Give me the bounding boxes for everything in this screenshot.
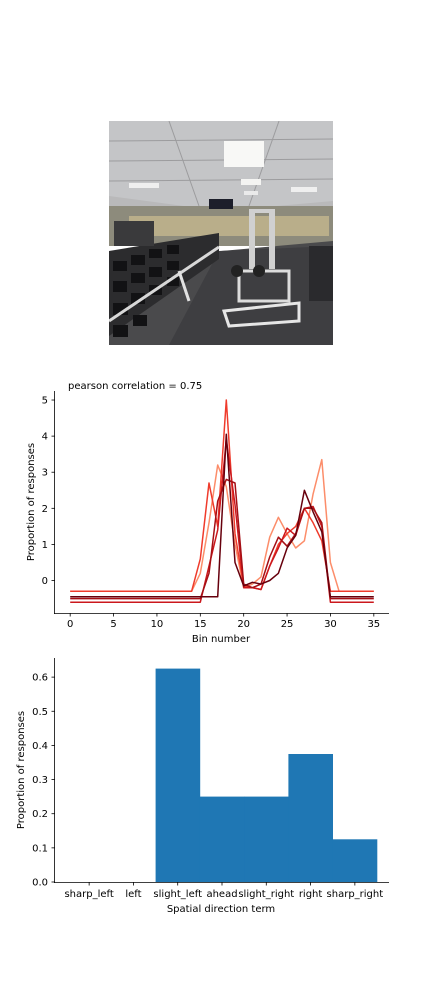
x-tick-label: 5 bbox=[110, 619, 116, 630]
bar-sharp_right bbox=[332, 839, 378, 882]
x-tick-label: 10 bbox=[151, 619, 164, 630]
category-label: slight_right bbox=[238, 889, 294, 900]
x-tick-label: 30 bbox=[324, 619, 337, 630]
category-label: slight_left bbox=[153, 889, 202, 900]
y-tick-label: 2 bbox=[42, 504, 48, 515]
y-tick-label: 5 bbox=[42, 396, 48, 407]
line-chart-y-label: Proportion of responses bbox=[26, 443, 37, 561]
x-tick-label: 20 bbox=[237, 619, 250, 630]
pearson-annotation: pearson correlation = 0.75 bbox=[68, 381, 202, 392]
bar-ahead bbox=[199, 796, 245, 882]
line-series-3 bbox=[70, 478, 374, 600]
x-tick-label: 35 bbox=[367, 619, 380, 630]
line-chart: 0 5 10 15 20 25 30 35 0 1 2 3 4 5 pearson correlation… bbox=[26, 381, 389, 645]
bar-right bbox=[288, 754, 333, 882]
gym-photo bbox=[109, 121, 333, 345]
x-tick-label: 0 bbox=[67, 619, 73, 630]
category-label: ahead bbox=[206, 889, 237, 900]
category-label: right bbox=[299, 889, 323, 900]
bar-slight_right bbox=[244, 796, 289, 882]
bar-chart-y-label: Proportion of responses bbox=[16, 711, 27, 829]
y-tick-label: 3 bbox=[42, 468, 48, 479]
y-tick-label: 0.2 bbox=[32, 809, 48, 820]
x-tick-label: 25 bbox=[281, 619, 294, 630]
line-chart-x-label: Bin number bbox=[192, 634, 251, 645]
category-label: sharp_right bbox=[327, 889, 384, 900]
y-tick-label: 0.0 bbox=[32, 878, 48, 889]
bar-chart-x-label: Spatial direction term bbox=[167, 904, 275, 915]
y-tick-label: 0 bbox=[42, 576, 48, 587]
x-tick-label: 15 bbox=[194, 619, 207, 630]
line-series-1 bbox=[70, 399, 374, 593]
line-series-4 bbox=[70, 433, 374, 598]
y-tick-label: 1 bbox=[42, 540, 48, 551]
y-tick-label: 4 bbox=[42, 432, 48, 443]
y-tick-label: 0.3 bbox=[32, 775, 48, 786]
line-series-0 bbox=[70, 458, 374, 593]
y-tick-label: 0.5 bbox=[32, 707, 48, 718]
y-tick-label: 0.4 bbox=[32, 741, 48, 752]
y-tick-label: 0.1 bbox=[32, 843, 48, 854]
category-label: sharp_left bbox=[64, 889, 113, 900]
category-label: left bbox=[125, 889, 141, 900]
y-tick-label: 0.6 bbox=[32, 673, 48, 684]
bar-slight_left bbox=[155, 668, 201, 882]
gym-photo-illustration bbox=[109, 121, 333, 345]
